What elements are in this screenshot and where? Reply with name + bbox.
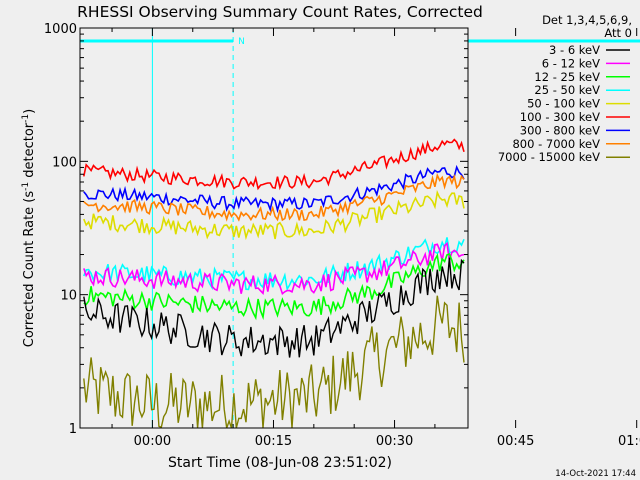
data-series (83, 138, 465, 429)
y-tick-label: 1000 (44, 22, 77, 37)
series-line (83, 237, 465, 292)
series-line (83, 138, 465, 191)
x-axis-label: Start Time (08-Jun-08 23:51:02) (168, 455, 392, 471)
series-line (83, 189, 465, 241)
chart-title: RHESSI Observing Summary Count Rates, Co… (77, 3, 483, 21)
legend-item-label: 100 - 300 keV (520, 110, 600, 124)
x-tick-label: 01:00 (618, 434, 640, 449)
series-line (83, 164, 465, 214)
x-tick-label: 00:15 (255, 434, 292, 449)
night-indicator: N (80, 37, 640, 47)
x-tick-label: 00:30 (376, 434, 413, 449)
y-tick-label: 1 (69, 422, 77, 437)
y-tick-label: 100 (52, 155, 77, 170)
legend-item-label: 3 - 6 keV (549, 43, 600, 57)
footer-date: 14-Oct-2021 17:44 (555, 469, 636, 479)
legend-item-label: 7000 - 15000 keV (498, 150, 600, 164)
legend-item-label: 50 - 100 keV (527, 97, 600, 111)
legend-item-label: 12 - 25 keV (534, 70, 600, 84)
y-axis: 1 10 100 1000 (44, 22, 468, 437)
legend-item-label: 300 - 800 keV (520, 123, 600, 137)
legend-item-label: 800 - 7000 keV (512, 137, 600, 151)
y-axis-label: Corrected Count Rate (s-1 detector-1) (21, 109, 37, 347)
night-label: N (238, 37, 245, 47)
legend-header-line-2: Att 0 (604, 26, 632, 40)
legend-header-line-1: Det 1,3,4,5,6,9, (542, 13, 632, 27)
series-line (83, 257, 465, 358)
series-line (83, 295, 465, 429)
series-line (83, 172, 465, 222)
x-tick-label: 00:45 (497, 434, 534, 449)
legend-item-label: 25 - 50 keV (534, 83, 600, 97)
y-tick-label: 10 (60, 289, 77, 304)
x-tick-label: 00:00 (134, 434, 171, 449)
series-line (83, 241, 465, 296)
plot-frame (79, 27, 469, 429)
legend-item-label: 6 - 12 keV (542, 56, 600, 70)
